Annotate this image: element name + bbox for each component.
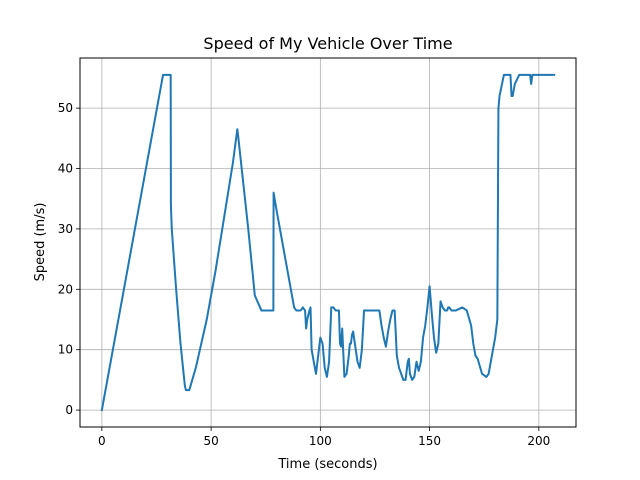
x-tick-label: 150 — [418, 434, 441, 448]
x-tick-label: 100 — [309, 434, 332, 448]
y-axis-label: Speed (m/s) — [33, 203, 48, 282]
chart-title: Speed of My Vehicle Over Time — [203, 34, 452, 53]
x-axis-label: Time (seconds) — [277, 457, 377, 472]
axis-ticks: 0 50 100 150 200 0 10 20 30 40 50 — [58, 101, 551, 448]
y-tick-label: 20 — [58, 282, 73, 296]
y-tick-label: 10 — [58, 343, 73, 357]
speed-series-line — [100, 73, 556, 412]
y-tick-label: 40 — [58, 162, 73, 176]
series-group — [100, 73, 556, 412]
grid — [80, 58, 576, 427]
y-tick-label: 50 — [58, 101, 73, 115]
y-tick-label: 0 — [65, 403, 73, 417]
y-tick-label: 30 — [58, 222, 73, 236]
plot-frame — [79, 57, 577, 428]
x-tick-label: 50 — [203, 434, 218, 448]
x-tick-label: 200 — [527, 434, 550, 448]
x-tick-label: 0 — [98, 434, 106, 448]
